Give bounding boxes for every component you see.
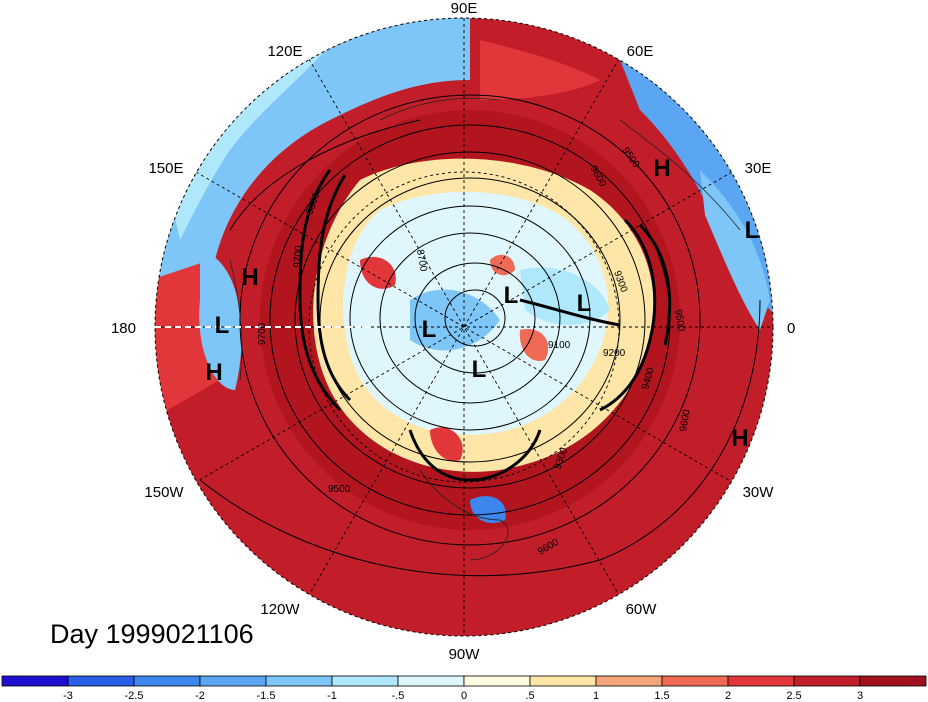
- colorbar-tick-label: -1.5: [257, 690, 276, 702]
- coastlines: [229, 97, 741, 561]
- contour-label: 9700: [292, 245, 305, 269]
- contour-label: 9100: [548, 340, 571, 351]
- colorbar-tick-label: 3: [857, 690, 863, 702]
- lon-label-120e: 120E: [267, 43, 302, 60]
- colorbar-box: [133, 675, 201, 687]
- lon-label-150w: 150W: [144, 484, 184, 501]
- lon-label-90w: 90W: [449, 646, 481, 663]
- colorbar-box: [1, 675, 69, 687]
- lon-label-30w: 30W: [743, 484, 775, 501]
- lon-label-180: 180: [111, 320, 136, 337]
- colorbar-tick-label: -2.5: [125, 690, 144, 702]
- colorbar-box: [265, 675, 333, 687]
- colorbar-box: [463, 675, 531, 687]
- colorbar-tick-label: 0: [461, 690, 467, 702]
- contour-label: 9700: [257, 322, 268, 345]
- colorbar-boxes: [1, 675, 927, 687]
- colorbar-tick-label: -1: [327, 690, 337, 702]
- colorbar-box: [793, 675, 861, 687]
- contour-label: 8700: [414, 249, 429, 273]
- colorbar-box: [67, 675, 135, 687]
- colorbar-box: [595, 675, 663, 687]
- colorbar-box: [199, 675, 267, 687]
- colorbar-tick-label: -2: [195, 690, 205, 702]
- contour-label: 9200: [603, 348, 626, 359]
- lon-label-30e: 30E: [745, 160, 772, 177]
- contour-label: 9500: [328, 484, 351, 495]
- day-label: Day 1999021106: [50, 619, 254, 649]
- low-pressure-marker: L: [577, 290, 592, 317]
- low-pressure-marker: L: [472, 356, 487, 383]
- colorbar-tick-label: .5: [525, 690, 534, 702]
- low-pressure-marker: L: [215, 312, 230, 339]
- contour-label: 9500: [672, 309, 687, 333]
- lon-label-60e: 60E: [627, 43, 654, 60]
- colorbar: -3 -2.5 -2 -1.5 -1 -.5 0 .5 1 1.5 2 2.5 3: [1, 675, 927, 702]
- colorbar-tick-label: -.5: [392, 690, 405, 702]
- colorbar-tick-label: 2: [725, 690, 731, 702]
- colorbar-tick-label: 1.5: [654, 690, 669, 702]
- map-boundary: [154, 17, 774, 637]
- colorbar-tick-label: -3: [63, 690, 73, 702]
- low-pressure-marker: L: [504, 282, 519, 309]
- colorbar-box: [727, 675, 795, 687]
- low-pressure-marker: L: [745, 217, 760, 244]
- high-pressure-marker: H: [241, 264, 258, 291]
- high-pressure-marker: H: [731, 425, 748, 452]
- high-pressure-marker: H: [205, 359, 222, 386]
- lon-label-150e: 150E: [148, 160, 183, 177]
- high-pressure-marker: H: [653, 155, 670, 182]
- colorbar-box: [859, 675, 927, 687]
- lon-label-120w: 120W: [260, 601, 300, 618]
- lon-label-60w: 60W: [626, 601, 658, 618]
- lon-label-90e: 90E: [451, 0, 478, 17]
- contour-label: 9600: [678, 408, 693, 432]
- colorbar-box: [529, 675, 597, 687]
- colorbar-box: [331, 675, 399, 687]
- colorbar-box: [397, 675, 465, 687]
- colorbar-tick-label: 2.5: [786, 690, 801, 702]
- colorbar-ticks: -3 -2.5 -2 -1.5 -1 -.5 0 .5 1 1.5 2 2.5 3: [63, 690, 863, 702]
- low-pressure-marker: L: [422, 316, 437, 343]
- lon-label-0: 0: [787, 320, 795, 337]
- colorbar-tick-label: 1: [593, 690, 599, 702]
- colorbar-box: [661, 675, 729, 687]
- map-field: [155, 18, 773, 636]
